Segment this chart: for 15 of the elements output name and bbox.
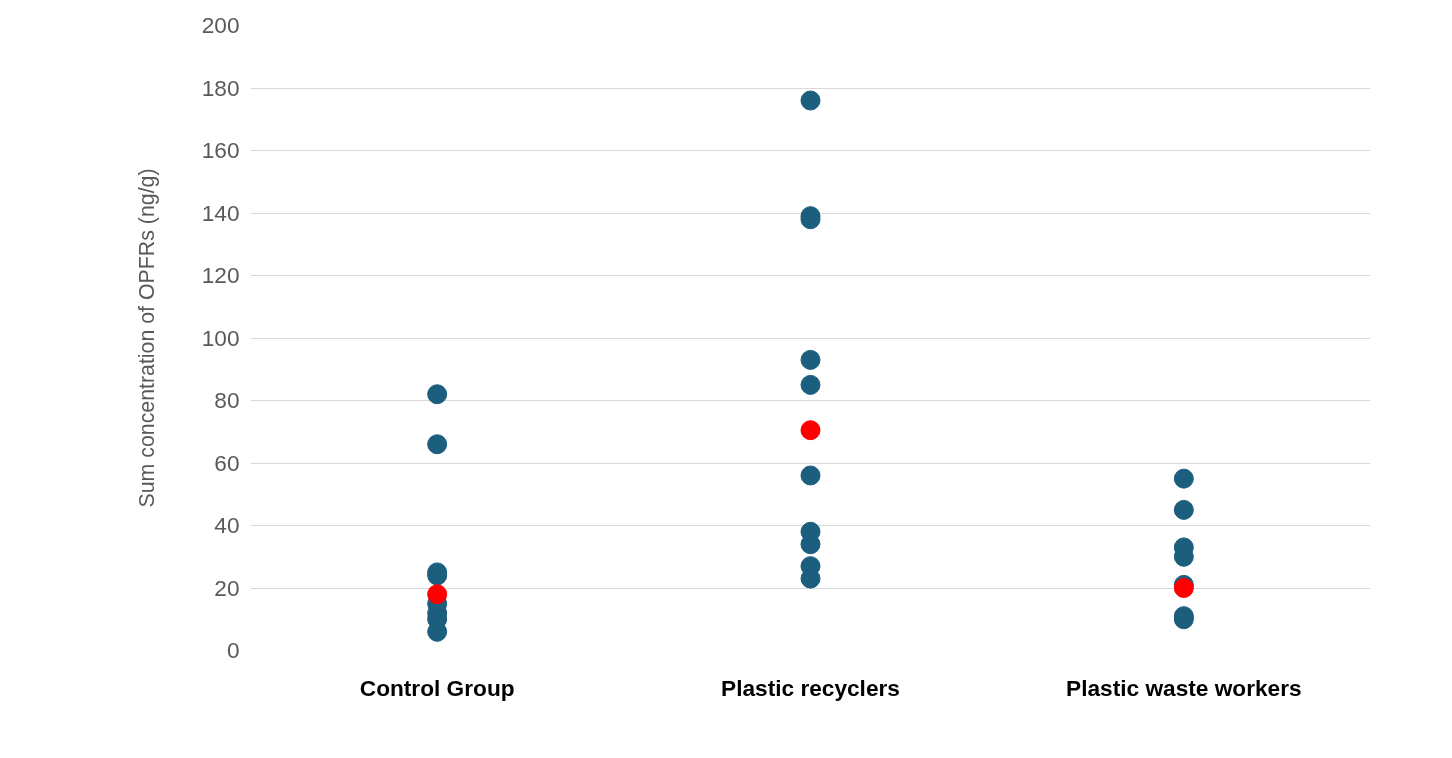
y-tick-label: 20 [214,574,240,601]
y-tick-label: 40 [214,512,240,538]
y-tick-label: 0 [226,637,240,663]
y-tick-label: 180 [201,74,240,101]
y-tick-label: 160 [201,137,240,163]
y-tick-label: 60 [214,449,240,476]
y-tick-label: 100 [201,324,240,351]
y-tick-label: 120 [201,262,240,288]
y-tick-label: 200 [201,12,240,38]
y-tick-label: 140 [201,199,240,226]
y-axis-title: Sum concentration of OPFRs (ng/g) [134,168,159,508]
x-tick-label: Plastic waste workers [1066,674,1302,701]
y-tick-label: 80 [214,387,240,413]
x-tick-label: Plastic recyclers [721,674,900,701]
x-tick-label: Control Group [359,674,515,701]
